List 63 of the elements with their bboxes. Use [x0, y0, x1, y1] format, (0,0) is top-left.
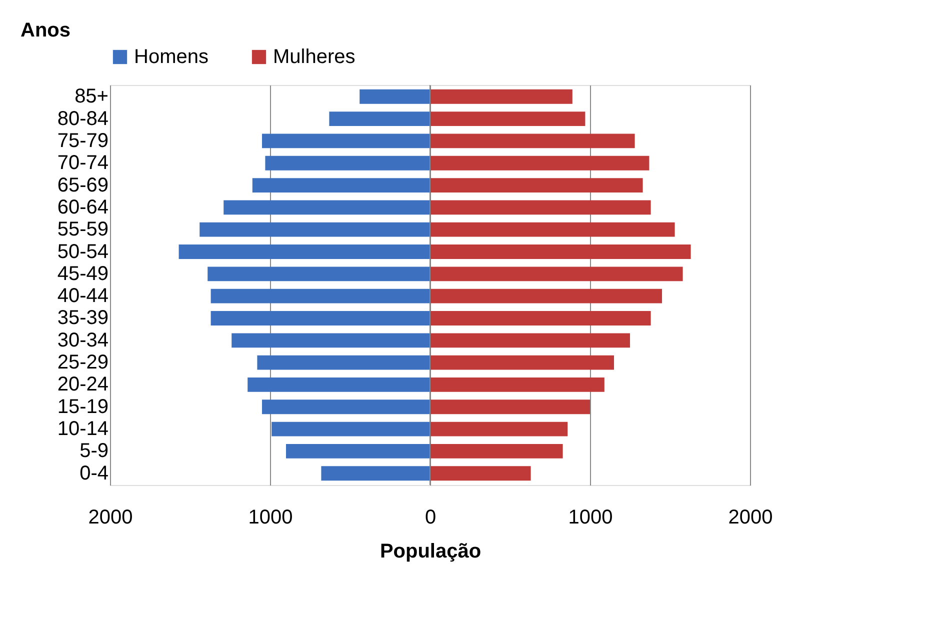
bar [252, 178, 430, 192]
y-tick-label: 25-29 [57, 352, 108, 374]
y-tick-label: 70-74 [57, 152, 108, 174]
x-tick-label: 0 [424, 506, 436, 528]
y-axis-title: Anos [20, 20, 70, 42]
bar [200, 222, 430, 237]
y-tick-label: 35-39 [57, 307, 108, 330]
y-tick-label: 0-4 [80, 462, 108, 484]
legend-label: Mulheres [273, 46, 356, 68]
y-tick-label: 60-64 [57, 196, 108, 218]
y-tick-label: 20-24 [57, 374, 108, 396]
bar [430, 400, 590, 414]
legend-label: Homens [134, 46, 208, 68]
bar [248, 378, 430, 392]
y-tick-label: 45-49 [57, 262, 108, 285]
bar [272, 422, 430, 436]
bar [257, 355, 430, 370]
x-tick-label: 1000 [248, 506, 293, 528]
bar [232, 333, 430, 348]
bar [430, 266, 683, 282]
y-tick-label: 55-59 [57, 218, 108, 241]
bar [210, 288, 430, 304]
y-tick-label: 80-84 [57, 108, 108, 130]
bar [329, 112, 430, 126]
x-axis-title: População [380, 540, 482, 562]
bar [430, 178, 643, 192]
y-tick-label: 85+ [74, 86, 108, 108]
y-tick-label: 10-14 [57, 418, 108, 440]
bar [286, 444, 430, 458]
bar [210, 311, 430, 326]
x-tick-label: 2000 [728, 506, 773, 528]
bar [430, 422, 568, 436]
bar [178, 244, 430, 259]
bar [262, 400, 430, 414]
y-tick-label: 40-44 [57, 285, 108, 308]
y-tick-label: 30-34 [57, 329, 108, 352]
y-tick-label: 15-19 [57, 396, 108, 418]
bar [321, 466, 430, 481]
bar [360, 89, 430, 104]
bar [430, 134, 635, 148]
bar [208, 266, 430, 282]
bar [224, 200, 430, 215]
y-tick-label: 75-79 [57, 130, 108, 152]
bar [430, 89, 572, 104]
bar [430, 378, 604, 392]
y-tick-label: 5-9 [80, 440, 108, 462]
bar [430, 311, 651, 326]
bar [430, 288, 662, 304]
bar [430, 200, 651, 215]
bar [262, 134, 430, 148]
y-tick-label: 65-69 [57, 174, 108, 196]
bar [430, 333, 630, 348]
bar [430, 244, 691, 259]
bar [265, 156, 430, 170]
bar [430, 222, 675, 237]
bar [430, 466, 531, 481]
bar [430, 112, 586, 126]
y-tick-label: 50-54 [57, 240, 108, 263]
bar [430, 355, 614, 370]
bar [430, 444, 563, 458]
x-tick-label: 1000 [568, 506, 613, 528]
x-tick-label: 2000 [88, 506, 133, 528]
bar [430, 156, 650, 170]
